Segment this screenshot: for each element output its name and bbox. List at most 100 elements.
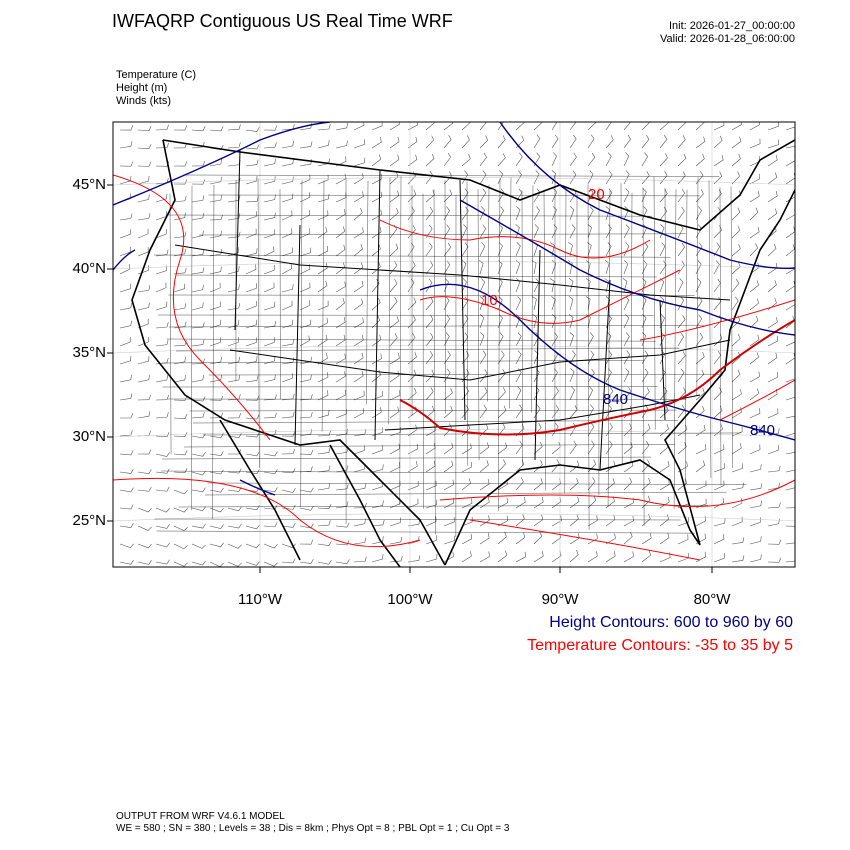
wind-barb xyxy=(605,260,610,275)
wind-barb xyxy=(389,243,399,257)
wind-barb xyxy=(173,489,188,495)
wind-barb xyxy=(191,560,206,566)
wind-barb xyxy=(695,351,705,365)
wind-barb xyxy=(353,370,364,383)
wind-barb xyxy=(497,442,508,455)
wind-barb xyxy=(479,242,486,257)
wind-barb xyxy=(299,210,311,221)
wind-barb xyxy=(569,224,576,239)
wind-barb xyxy=(461,122,471,131)
wind-barb xyxy=(155,322,169,329)
wind-barb xyxy=(587,551,598,563)
wind-barb xyxy=(695,224,702,239)
wind-barb xyxy=(569,440,577,455)
init-time: Init: 2026-01-27_00:00:00 xyxy=(669,20,795,32)
wind-barb xyxy=(245,211,257,221)
wind-barb xyxy=(119,141,133,149)
wind-barb xyxy=(623,442,633,455)
wind-barb xyxy=(677,278,684,293)
wind-barb xyxy=(227,523,242,529)
wind-barb xyxy=(677,387,686,401)
wind-barb xyxy=(245,144,260,150)
variable-temperature: Temperature (C) xyxy=(116,69,197,81)
wind-barb xyxy=(263,265,275,275)
graticule xyxy=(113,122,795,567)
wind-barb xyxy=(587,422,595,437)
wind-barb xyxy=(585,296,591,311)
wind-barb xyxy=(209,561,224,567)
wind-barb xyxy=(677,368,685,383)
wind-barb xyxy=(407,278,415,293)
wind-barb xyxy=(695,260,702,275)
wind-barb xyxy=(623,260,629,275)
wind-barb xyxy=(677,206,685,221)
wind-barb xyxy=(551,478,562,491)
wind-barb xyxy=(605,122,612,131)
wind-barb xyxy=(551,206,557,221)
wind-barb xyxy=(407,443,419,455)
wind-barb xyxy=(443,460,454,473)
wind-barb xyxy=(515,386,522,401)
wind-barb xyxy=(353,335,364,347)
wind-barb xyxy=(425,350,434,365)
wind-barb xyxy=(317,300,329,311)
wind-barb xyxy=(263,487,278,493)
wind-barb xyxy=(407,154,418,167)
wind-barb xyxy=(371,209,382,221)
wind-barb xyxy=(173,267,187,275)
wind-barb xyxy=(137,302,150,311)
wind-barb xyxy=(767,539,782,545)
wind-barb xyxy=(317,372,329,383)
wind-barb xyxy=(137,246,149,257)
wind-barb xyxy=(263,337,275,347)
wind-barb xyxy=(713,553,725,563)
wind-barb xyxy=(371,536,384,545)
wind-barb xyxy=(407,315,416,329)
wind-barb xyxy=(227,356,240,365)
wind-barb xyxy=(335,122,348,131)
wind-barb xyxy=(587,368,595,383)
wind-barb xyxy=(119,487,134,493)
wind-barb xyxy=(731,555,745,563)
wind-barb xyxy=(569,350,576,365)
wind-barb xyxy=(749,298,759,311)
wind-barb xyxy=(515,296,522,311)
wind-barb xyxy=(479,350,487,365)
wind-barb xyxy=(641,260,648,275)
wind-barb xyxy=(479,122,487,131)
wind-barb xyxy=(767,139,780,149)
wind-barb xyxy=(497,170,504,185)
wind-barb xyxy=(623,332,630,347)
wind-barb xyxy=(407,387,417,401)
wind-barb xyxy=(659,189,668,203)
wind-barb xyxy=(533,531,543,545)
wind-barb xyxy=(407,461,418,473)
wind-barb xyxy=(749,334,760,347)
wind-barb xyxy=(425,480,437,491)
lat-label: 30°N xyxy=(72,428,106,445)
wind-barb xyxy=(568,296,574,311)
wind-barb xyxy=(497,423,506,437)
wind-barb xyxy=(371,244,381,257)
wind-barb xyxy=(569,496,580,509)
wind-barb xyxy=(551,368,558,383)
wind-barb xyxy=(119,559,134,565)
wind-barb xyxy=(785,525,795,527)
wind-barb xyxy=(425,314,434,329)
wind-barb xyxy=(443,206,450,221)
wind-barb xyxy=(461,242,469,257)
wind-barb xyxy=(641,350,649,365)
wind-barb xyxy=(245,228,257,239)
wind-barb xyxy=(299,449,314,455)
wind-barb xyxy=(623,314,630,329)
wind-barb xyxy=(317,447,331,455)
wind-barb xyxy=(713,260,720,275)
wind-barb xyxy=(137,469,152,475)
wind-barb xyxy=(623,515,634,527)
wind-barb xyxy=(515,224,520,239)
wind-barb xyxy=(713,189,722,203)
wind-barb xyxy=(353,483,367,491)
wind-barb xyxy=(785,341,795,347)
wind-barb xyxy=(659,532,670,545)
wind-barb xyxy=(191,161,206,167)
